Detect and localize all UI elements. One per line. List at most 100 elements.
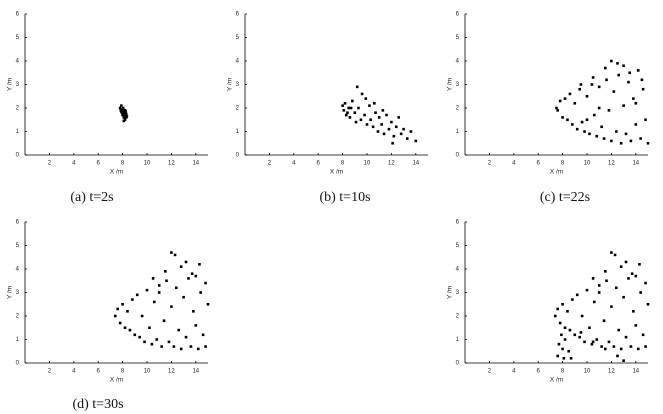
point bbox=[585, 118, 589, 122]
point bbox=[177, 328, 181, 332]
point bbox=[560, 333, 563, 337]
point bbox=[184, 260, 188, 264]
point bbox=[359, 118, 363, 122]
point bbox=[641, 333, 645, 337]
point bbox=[634, 324, 638, 327]
point bbox=[627, 80, 630, 84]
y-tick-label: 0 bbox=[16, 361, 20, 367]
x-tick-label: 8 bbox=[341, 161, 345, 167]
point bbox=[160, 345, 163, 348]
point bbox=[630, 272, 634, 275]
x-tick-label: 2 bbox=[48, 161, 52, 167]
y-tick-label: 1 bbox=[456, 337, 460, 343]
y-tick-label: 0 bbox=[456, 153, 460, 159]
point bbox=[138, 335, 141, 339]
point bbox=[605, 78, 608, 82]
y-tick-label: 2 bbox=[16, 314, 20, 320]
point bbox=[634, 123, 638, 126]
x-tick-label: 2 bbox=[488, 161, 492, 167]
y-tick-label: 0 bbox=[456, 361, 460, 367]
y-tick-label: 2 bbox=[236, 106, 240, 112]
point bbox=[624, 335, 628, 339]
point bbox=[122, 119, 126, 123]
y-tick-label: 1 bbox=[456, 129, 460, 135]
point bbox=[583, 340, 586, 344]
point bbox=[580, 314, 584, 318]
point bbox=[194, 324, 198, 327]
point bbox=[192, 310, 195, 313]
point bbox=[604, 347, 607, 351]
x-tick-label: 14 bbox=[412, 161, 419, 167]
point bbox=[561, 302, 564, 306]
point bbox=[607, 109, 611, 112]
point bbox=[123, 109, 127, 112]
x-tick-label: 12 bbox=[168, 369, 175, 375]
x-tick-label: 6 bbox=[537, 161, 541, 167]
point bbox=[125, 114, 129, 118]
point bbox=[165, 279, 168, 283]
point bbox=[614, 130, 618, 133]
point bbox=[619, 347, 623, 351]
point bbox=[644, 345, 647, 348]
point bbox=[380, 123, 383, 126]
point bbox=[172, 345, 176, 348]
point bbox=[561, 347, 564, 351]
y-tick-label: 1 bbox=[16, 337, 20, 343]
point bbox=[140, 314, 144, 318]
y-tick-label: 5 bbox=[16, 243, 20, 249]
x-tick-label: 12 bbox=[168, 161, 175, 167]
point bbox=[121, 113, 124, 117]
x-tick-label: 4 bbox=[72, 369, 76, 375]
point bbox=[201, 333, 205, 337]
point bbox=[591, 76, 595, 79]
point bbox=[173, 253, 177, 257]
y-tick-label: 4 bbox=[16, 267, 20, 273]
x-tick-label: 10 bbox=[144, 161, 151, 167]
point bbox=[613, 253, 617, 257]
point bbox=[563, 97, 567, 100]
y-tick-label: 3 bbox=[16, 290, 20, 296]
point bbox=[402, 127, 405, 131]
point bbox=[568, 92, 572, 96]
point bbox=[591, 340, 595, 344]
point bbox=[610, 59, 613, 63]
point bbox=[597, 106, 601, 110]
y-tick-label: 2 bbox=[16, 106, 20, 112]
point bbox=[145, 288, 149, 292]
x-tick-label: 4 bbox=[512, 369, 516, 375]
point bbox=[591, 277, 595, 280]
point bbox=[363, 113, 366, 117]
point bbox=[634, 102, 638, 105]
x-tick-label: 6 bbox=[537, 369, 541, 375]
y-axis-label: Y /m bbox=[447, 286, 454, 299]
x-tick-label: 8 bbox=[561, 369, 565, 375]
point bbox=[602, 319, 606, 322]
x-tick-label: 14 bbox=[632, 161, 639, 167]
point bbox=[585, 94, 589, 98]
x-tick-label: 6 bbox=[97, 161, 101, 167]
point bbox=[179, 347, 183, 351]
point bbox=[390, 120, 393, 124]
point bbox=[604, 270, 607, 273]
point bbox=[600, 345, 603, 348]
point bbox=[616, 354, 619, 358]
point bbox=[619, 141, 623, 145]
point bbox=[617, 328, 621, 332]
x-tick-label: 2 bbox=[268, 161, 272, 167]
point bbox=[128, 328, 132, 332]
x-tick-label: 14 bbox=[632, 369, 639, 375]
point bbox=[563, 326, 567, 330]
y-tick-label: 0 bbox=[236, 153, 240, 159]
point bbox=[349, 106, 353, 110]
point bbox=[357, 106, 360, 110]
x-tick-label: 14 bbox=[192, 161, 199, 167]
point bbox=[597, 291, 601, 294]
point bbox=[622, 295, 625, 299]
point bbox=[182, 295, 185, 299]
point bbox=[595, 338, 599, 341]
point bbox=[199, 291, 202, 294]
point bbox=[600, 125, 603, 129]
point bbox=[194, 274, 198, 278]
point bbox=[150, 342, 154, 346]
y-tick-label: 0 bbox=[16, 153, 20, 159]
